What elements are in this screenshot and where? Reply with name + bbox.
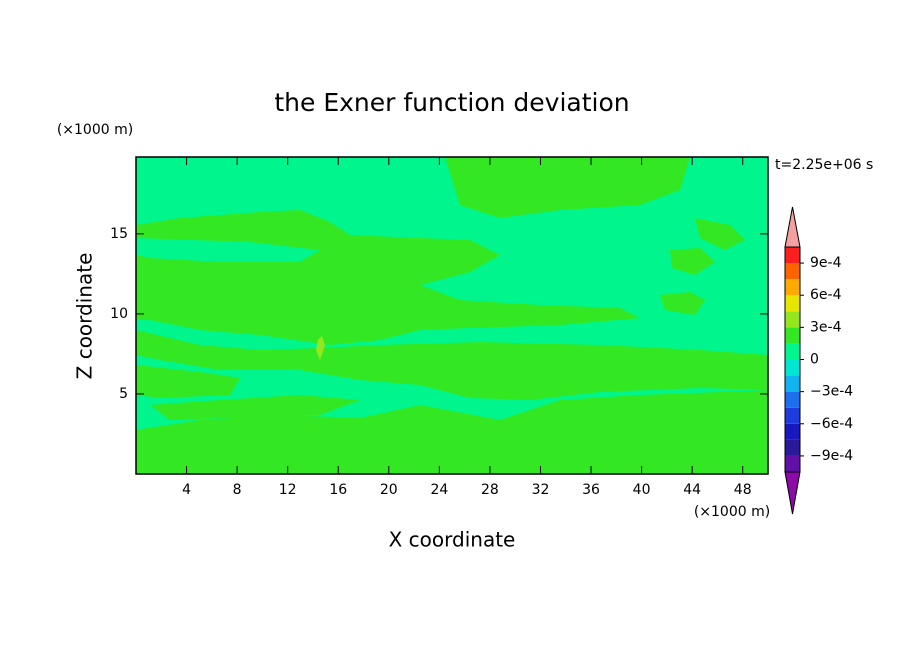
- colorbar-under: [784, 471, 801, 515]
- x-tick-label: 4: [182, 482, 191, 498]
- colorbar-segment: [785, 359, 800, 376]
- x-unit: (×1000 m): [694, 504, 770, 520]
- colorbar-tick-label: −6e-4: [810, 416, 853, 432]
- x-tick-label: 28: [481, 482, 499, 498]
- y-tick-label: 10: [110, 306, 128, 322]
- colorbar-tick-label: 6e-4: [810, 287, 842, 303]
- colorbar-segment: [785, 439, 800, 456]
- x-tick-label: 16: [329, 482, 347, 498]
- positive-spot: [316, 336, 325, 360]
- chart-title: the Exner function deviation: [274, 88, 629, 117]
- colorbar-segment: [785, 455, 800, 472]
- colorbar-segment: [785, 279, 800, 296]
- colorbar-segment: [785, 375, 800, 392]
- colorbar-tick-label: 3e-4: [810, 319, 842, 335]
- colorbar-tick-label: 0: [810, 352, 819, 368]
- colorbar-tick-label: −3e-4: [810, 384, 853, 400]
- colorbar-segment: [785, 263, 800, 280]
- colorbar-segment: [785, 247, 800, 264]
- positive-regions: [136, 157, 768, 474]
- x-axis-title: X coordinate: [389, 528, 516, 552]
- time-annotation: t=2.25e+06 s: [775, 157, 873, 173]
- y-axis-title: Z coordinate: [73, 253, 97, 380]
- colorbar-segment: [785, 343, 800, 360]
- x-tick-label: 8: [233, 482, 242, 498]
- x-tick-label: 12: [279, 482, 297, 498]
- colorbar-segment: [785, 407, 800, 424]
- colorbar-tick-label: 9e-4: [810, 255, 842, 271]
- x-tick-label: 32: [532, 482, 550, 498]
- plot-frame: [135, 156, 769, 475]
- y-unit: (×1000 m): [57, 122, 133, 138]
- colorbar-tick-label: −9e-4: [810, 448, 853, 464]
- contour-field: [136, 157, 768, 474]
- y-tick-label: 5: [119, 386, 128, 402]
- x-tick-label: 24: [430, 482, 448, 498]
- colorbar-over: [784, 206, 801, 248]
- x-tick-label: 20: [380, 482, 398, 498]
- colorbar-segment: [785, 295, 800, 312]
- x-tick-label: 48: [734, 482, 752, 498]
- colorbar-segment: [785, 311, 800, 328]
- colorbar-segment: [785, 327, 800, 344]
- colorbar-segment: [785, 391, 800, 408]
- colorbar-segment: [785, 423, 800, 440]
- x-tick-label: 40: [633, 482, 651, 498]
- y-tick-label: 15: [110, 226, 128, 242]
- x-tick-label: 36: [582, 482, 600, 498]
- x-tick-label: 44: [683, 482, 701, 498]
